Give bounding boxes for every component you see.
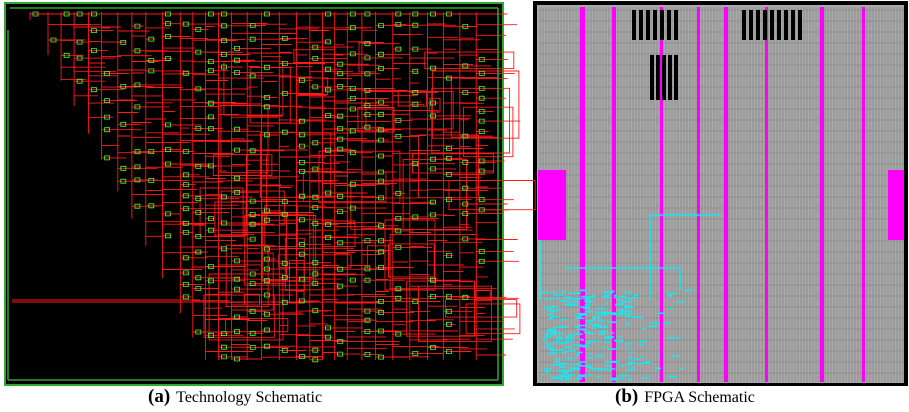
caption-label: (a)	[148, 386, 170, 407]
caption-label: (b)	[615, 386, 638, 407]
slice-column	[820, 7, 824, 382]
io-bank	[888, 170, 904, 240]
slice-column	[697, 7, 700, 382]
fpga-schematic-panel	[535, 3, 906, 385]
caption-b: (b) FPGA Schematic	[615, 386, 755, 408]
slice-column	[612, 7, 616, 382]
caption-a: (a) Technology Schematic	[148, 386, 322, 408]
caption-text: Technology Schematic	[176, 389, 322, 406]
figure-panels	[0, 0, 909, 386]
page: {"figures": [ {"label": "(a)", "caption"…	[0, 0, 909, 412]
slice-column	[724, 7, 728, 382]
slice-column	[765, 7, 768, 382]
slice-column	[862, 7, 865, 382]
io-bank	[538, 170, 566, 240]
caption-text: FPGA Schematic	[644, 389, 755, 406]
